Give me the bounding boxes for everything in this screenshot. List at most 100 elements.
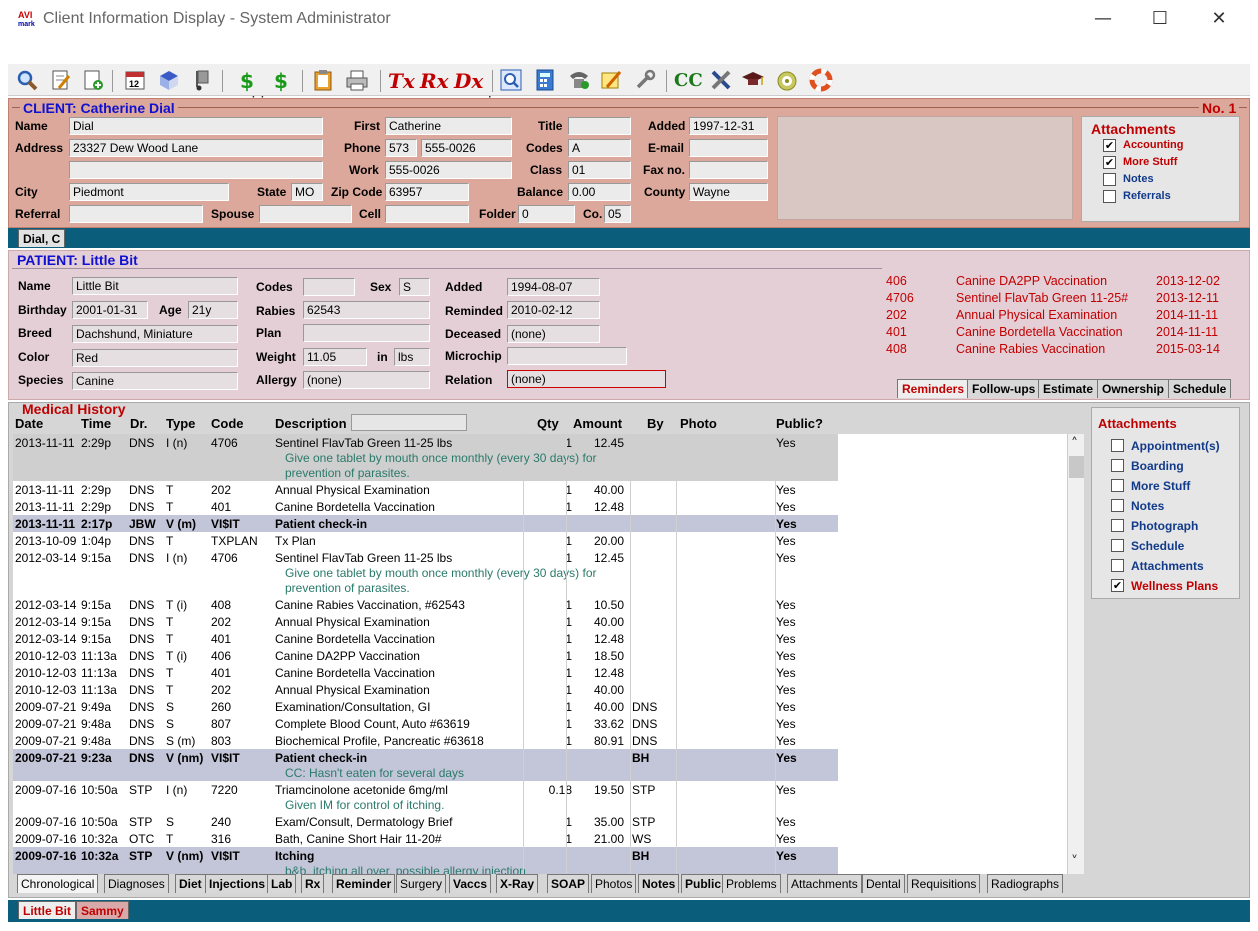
- tab-reminders[interactable]: Reminders: [897, 379, 970, 398]
- column-dr[interactable]: Dr.: [130, 416, 148, 431]
- tx-icon[interactable]: Tx: [388, 69, 415, 93]
- scroll-thumb[interactable]: [1069, 456, 1084, 478]
- calculator-icon[interactable]: [532, 68, 558, 94]
- tab-chronological[interactable]: Chronological: [17, 874, 99, 893]
- tab-radiographs[interactable]: Radiographs: [987, 874, 1064, 893]
- column-by[interactable]: By: [647, 416, 664, 431]
- client-added-field[interactable]: 1997-12-31: [689, 117, 768, 135]
- client-first-field[interactable]: Catherine: [385, 117, 512, 135]
- column-description[interactable]: Description: [275, 416, 347, 431]
- reminder-date[interactable]: 2015-03-14: [1156, 342, 1220, 356]
- patient-relation-field[interactable]: (none): [507, 370, 666, 388]
- attachment-attachments[interactable]: Attachments: [1131, 559, 1204, 573]
- table-row[interactable]: 2013-11-11 2:29p DNS I (n) 4706 Sentinel Flav…: [13, 434, 838, 481]
- tab-estimate[interactable]: Estimate: [1038, 379, 1099, 398]
- description-filter-input[interactable]: [351, 414, 467, 431]
- tab-surgery[interactable]: Surgery: [396, 874, 447, 893]
- client-spouse-field[interactable]: [259, 205, 352, 223]
- table-row[interactable]: 2009-07-21 9:48a DNS S (m) 803 Biochemical Pr…: [13, 732, 838, 749]
- table-row[interactable]: 2012-03-14 9:15a DNS T (i) 408 Canine Rabies …: [13, 596, 838, 613]
- table-row[interactable]: 2009-07-16 10:50a STP I (n) 7220 Triamcinolon…: [13, 781, 838, 813]
- patient-reminded-field[interactable]: 2010-02-12: [507, 301, 600, 319]
- scroll-down-icon[interactable]: ˅: [1071, 854, 1078, 870]
- checkbox-attachments[interactable]: [1111, 559, 1124, 572]
- table-row[interactable]: 2012-03-14 9:15a DNS T 401 Canine Bordetella …: [13, 630, 838, 647]
- column-qty[interactable]: Qty: [537, 416, 559, 431]
- patient-tab-sammy[interactable]: Sammy: [76, 901, 129, 919]
- column-date[interactable]: Date: [15, 416, 44, 431]
- table-row[interactable]: 2009-07-21 9:23a DNS V (nm) VI$IT Patient che…: [13, 749, 838, 781]
- printer-icon[interactable]: [344, 68, 370, 94]
- reminder-code[interactable]: 202: [886, 308, 907, 322]
- zoom-icon[interactable]: [498, 68, 524, 94]
- column-type[interactable]: Type: [166, 416, 196, 431]
- client-zip-field[interactable]: 63957: [385, 183, 469, 201]
- client-state-field[interactable]: MO: [291, 183, 323, 201]
- box-icon[interactable]: [156, 68, 182, 94]
- graduation-cap-icon[interactable]: [740, 68, 766, 94]
- patient-weight-unit-field[interactable]: lbs: [394, 348, 430, 366]
- client-work-field[interactable]: 555-0026: [385, 161, 512, 179]
- tab-rx[interactable]: Rx: [301, 874, 325, 893]
- attachment-appointment-s[interactable]: Appointment(s): [1131, 439, 1220, 453]
- patient-codes-field[interactable]: [303, 278, 355, 296]
- wrench-icon[interactable]: [632, 68, 658, 94]
- tab-lab[interactable]: Lab: [267, 874, 297, 893]
- patient-rabies-field[interactable]: 62543: [303, 301, 430, 319]
- checkbox-more-stuff[interactable]: ✔: [1103, 156, 1116, 169]
- client-cell-field[interactable]: [385, 205, 469, 223]
- table-row[interactable]: 2009-07-16 10:50a STP S 240 Exam/Consult, Der…: [13, 813, 838, 830]
- patient-deceased-field[interactable]: (none): [507, 325, 600, 343]
- tab-vaccs[interactable]: Vaccs: [449, 874, 492, 893]
- attachment-more-stuff[interactable]: More Stuff: [1123, 156, 1178, 168]
- client-name-field[interactable]: Dial: [69, 117, 323, 135]
- patient-plan-field[interactable]: [303, 324, 430, 342]
- patient-microchip-field[interactable]: [507, 347, 627, 365]
- new-document-icon[interactable]: [80, 68, 106, 94]
- reminder-date[interactable]: 2014-11-11: [1156, 308, 1219, 322]
- column-amount[interactable]: Amount: [573, 416, 623, 431]
- attachment-boarding[interactable]: Boarding: [1131, 459, 1184, 473]
- tab-notes[interactable]: Notes: [638, 874, 680, 893]
- table-row[interactable]: 2009-07-16 10:32a OTC T 316 Bath, Canine Shor…: [13, 830, 838, 847]
- checkbox-appointment-s[interactable]: [1111, 439, 1124, 452]
- client-fax-field[interactable]: [689, 161, 768, 179]
- reminder-date[interactable]: 2013-12-02: [1156, 274, 1220, 288]
- client-email-field[interactable]: [689, 139, 768, 157]
- reminder-date[interactable]: 2013-12-11: [1156, 291, 1220, 305]
- checkbox-wellness-plans[interactable]: ✔: [1111, 579, 1124, 592]
- tab-ownership[interactable]: Ownership: [1097, 379, 1170, 398]
- table-row[interactable]: 2010-12-03 11:13a DNS T 202 Annual Physical E…: [13, 681, 838, 698]
- table-row[interactable]: 2009-07-21 9:49a DNS S 260 Examination/Consul…: [13, 698, 838, 715]
- patient-sex-field[interactable]: S: [399, 278, 430, 296]
- attachment-more-stuff[interactable]: More Stuff: [1131, 479, 1191, 493]
- edit-icon[interactable]: [48, 68, 74, 94]
- checkbox-more-stuff[interactable]: [1111, 479, 1124, 492]
- client-folder-field[interactable]: 0: [518, 205, 575, 223]
- dollar-plus-icon[interactable]: $: [274, 69, 288, 93]
- table-row[interactable]: 2010-12-03 11:13a DNS T (i) 406 Canine DA2PP …: [13, 647, 838, 664]
- search-icon[interactable]: [14, 68, 40, 94]
- attachment-notes[interactable]: Notes: [1131, 499, 1165, 513]
- minimize-button[interactable]: —: [1094, 8, 1112, 29]
- patient-species-field[interactable]: Canine: [72, 372, 238, 390]
- patient-name-field[interactable]: Little Bit: [72, 277, 238, 295]
- checkbox-notes[interactable]: [1103, 173, 1116, 186]
- handcart-icon[interactable]: [190, 68, 216, 94]
- scroll-up-icon[interactable]: ˄: [1071, 436, 1078, 452]
- clipboard-icon[interactable]: [310, 68, 336, 94]
- reminder-description[interactable]: Canine DA2PP Vaccination: [956, 274, 1108, 288]
- dollar-icon[interactable]: $: [240, 69, 254, 93]
- tab-requisitions[interactable]: Requisitions: [907, 874, 981, 893]
- client-tab-dial[interactable]: Dial, C: [18, 229, 66, 247]
- table-row[interactable]: 2013-11-11 2:17p JBW V (m) VI$IT Patient chec…: [13, 515, 838, 532]
- tab-reminder[interactable]: Reminder: [332, 874, 396, 893]
- maximize-button[interactable]: ☐: [1151, 8, 1169, 29]
- patient-color-field[interactable]: Red: [72, 349, 238, 367]
- face-icon[interactable]: [774, 68, 800, 94]
- attachment-accounting[interactable]: Accounting: [1123, 139, 1184, 151]
- close-button[interactable]: ✕: [1211, 8, 1227, 29]
- table-row[interactable]: 2013-10-09 1:04p DNS T TXPLAN Tx Plan Yes 1 20.0…: [13, 532, 838, 549]
- tab-public[interactable]: Public: [681, 874, 726, 893]
- tab-diet[interactable]: Diet: [175, 874, 206, 893]
